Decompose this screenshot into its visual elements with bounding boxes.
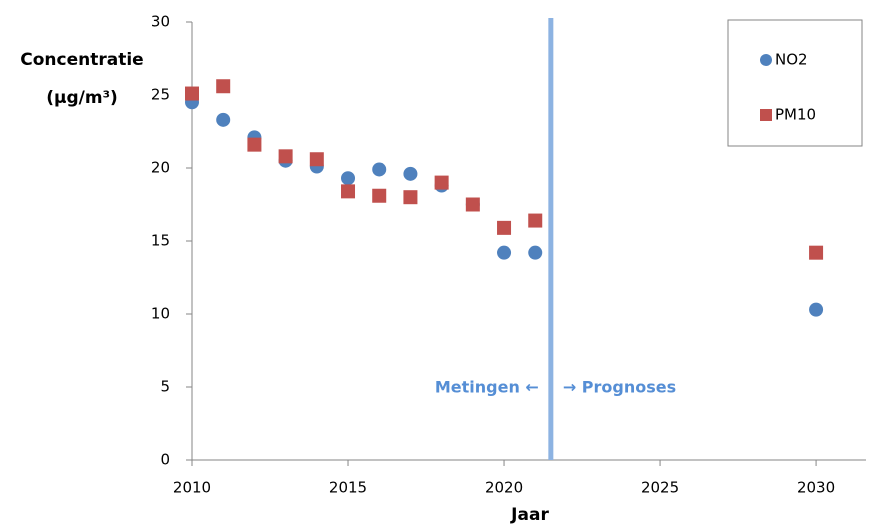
- marker: [372, 162, 387, 177]
- marker: [372, 188, 387, 203]
- marker: [465, 197, 480, 212]
- legend-label: NO2: [775, 51, 808, 69]
- marker: [278, 149, 293, 164]
- marker: [185, 86, 199, 101]
- x-tick-label: 2025: [641, 479, 679, 497]
- marker: [247, 137, 262, 152]
- x-axis-label: Jaar: [510, 505, 549, 525]
- marker: [497, 220, 512, 235]
- legend-label: PM10: [775, 106, 816, 124]
- y-axis-label: Concentratie: [20, 50, 143, 70]
- marker: [809, 245, 824, 260]
- legend-marker: [760, 54, 772, 66]
- marker: [497, 245, 512, 260]
- marker: [528, 213, 543, 228]
- y-tick-label: 30: [151, 13, 170, 31]
- y-tick-label: 10: [151, 305, 170, 323]
- marker: [341, 184, 356, 199]
- marker: [341, 171, 356, 186]
- y-tick-label: 20: [151, 159, 170, 177]
- marker: [434, 175, 449, 190]
- legend-box: [727, 19, 863, 147]
- y-tick-label: 25: [151, 86, 170, 104]
- marker: [528, 245, 543, 260]
- x-tick-label: 2020: [485, 479, 523, 497]
- marker: [309, 152, 324, 167]
- marker: [809, 302, 824, 317]
- marker: [216, 112, 231, 127]
- legend-marker: [760, 109, 772, 121]
- annotation: → Prognoses: [563, 378, 676, 397]
- y-axis-label: (µg/m³): [46, 88, 118, 108]
- marker: [403, 190, 418, 205]
- marker: [403, 166, 418, 181]
- x-tick-label: 2030: [797, 479, 835, 497]
- marker: [216, 79, 231, 94]
- y-tick-label: 5: [160, 378, 170, 396]
- y-tick-label: 15: [151, 232, 170, 250]
- x-tick-label: 2015: [329, 479, 367, 497]
- annotation: Metingen ←: [435, 378, 539, 397]
- y-tick-label: 0: [160, 451, 170, 469]
- x-tick-label: 2010: [173, 479, 211, 497]
